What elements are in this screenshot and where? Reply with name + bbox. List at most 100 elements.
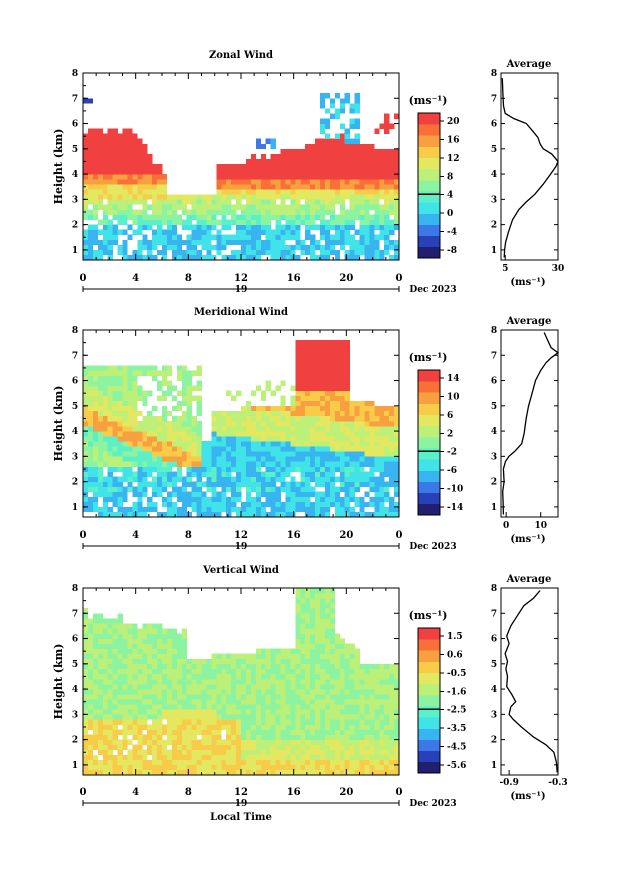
heatmap-cell [354,481,360,487]
heatmap-cell [132,431,138,437]
heatmap-cell [379,729,385,735]
heatmap-cell [265,724,271,730]
heatmap-cell [364,148,370,155]
heatmap-cell [211,663,217,670]
heatmap-cell [394,456,400,462]
heatmap-cell [132,426,138,432]
heatmap-cell [166,759,173,766]
heatmap-cell [142,244,148,251]
heatmap-cell [112,628,118,634]
heatmap-cell [315,739,321,745]
heatmap-cell [87,638,94,644]
heatmap-cell [245,704,252,710]
heatmap-cell [181,506,187,513]
heatmap-cell [152,506,158,513]
heatmap-cell [83,759,89,766]
heatmap-cell [171,739,178,745]
heatmap-cell [364,204,370,210]
heatmap-cell [216,461,222,467]
heatmap-cell [339,224,345,230]
heatmap-cell [285,749,291,756]
heatmap-cell [339,229,345,236]
heatmap-cell [226,441,232,447]
heatmap-cell [245,461,252,467]
heatmap-cell [255,699,262,705]
heatmap-cell [305,658,311,665]
heatmap-cell [305,491,311,498]
heatmap-cell [295,598,301,604]
heatmap-cell [122,214,128,220]
heatmap-cell [329,613,336,619]
heatmap-cell [142,638,148,644]
heatmap-cell [290,405,296,412]
heatmap-cell [354,209,360,215]
heatmap-cell [127,511,133,518]
heatmap-cell [221,749,227,756]
heatmap-cell [97,410,104,417]
heatmap-cell [87,506,94,513]
heatmap-cell [310,431,316,437]
heatmap-cell [137,734,143,740]
heatmap-cell [379,194,385,200]
heatmap-cell [132,749,138,756]
panel-title: Zonal Wind [209,50,273,61]
heatmap-cell [216,684,222,690]
heatmap-cell [339,724,345,730]
heatmap-cell [359,506,365,513]
heatmap-cell [122,633,128,639]
heatmap-cell [117,441,123,447]
heatmap-cell [320,648,326,654]
heatmap-cell [206,234,212,241]
heatmap-cell [389,759,395,766]
heatmap-cell [132,689,138,695]
heatmap-cell [191,254,197,261]
heatmap-cell [389,194,395,200]
heatmap-cell [265,420,271,427]
heatmap-cell [221,658,227,665]
heatmap-cell [152,476,158,482]
heatmap-cell [339,138,345,145]
heatmap-cell [245,658,252,665]
heatmap-cell [329,375,336,381]
heatmap-cell [97,633,104,639]
heatmap-cell [344,648,350,654]
heatmap-cell [280,714,286,720]
heatmap-cell [245,224,252,230]
heatmap-cell [92,623,99,629]
heatmap-cell [310,456,316,462]
heatmap-cell [334,365,341,371]
heatmap-cell [206,663,212,670]
heatmap-cell [364,481,370,487]
heatmap-cell [117,663,123,670]
heatmap-cell [295,420,301,427]
heatmap-cell [329,456,336,462]
heatmap-cell [384,169,390,175]
heatmap-cell [87,184,94,190]
heatmap-cell [354,734,360,740]
heatmap-cell [275,415,281,422]
heatmap-cell [305,764,311,771]
heatmap-cell [300,684,306,690]
heatmap-cell [285,254,291,261]
heatmap-cell [324,461,331,467]
heatmap-cell [236,481,242,487]
heatmap-cell [280,506,286,513]
heatmap-cell [265,184,271,190]
heatmap-cell [379,496,385,503]
heatmap-cell [107,734,113,740]
heatmap-cell [142,436,148,442]
heatmap-cell [384,749,390,756]
heatmap-cell [300,431,306,437]
heatmap-cell [255,709,262,715]
heatmap-cell [344,375,350,381]
heatmap-cell [329,588,336,594]
heatmap-cell [320,769,326,776]
heatmap-cell [236,224,242,230]
colorbar-segment [418,436,440,449]
heatmap-cell [102,390,108,396]
heatmap-cell [324,588,331,594]
colorbar-tick-label: -14 [447,503,463,513]
heatmap-cell [389,451,395,457]
heatmap-cell [290,648,296,654]
heatmap-cell [349,214,355,220]
